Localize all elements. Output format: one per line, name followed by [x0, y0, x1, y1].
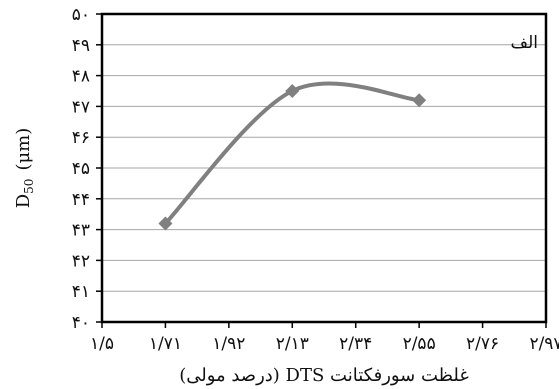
- x-tick-label: ۱/۷۱: [149, 334, 182, 354]
- y-tick-label: ۴۹: [72, 36, 90, 56]
- y-axis-title-subscript: 50: [22, 179, 36, 194]
- x-tick-label: ۱/۵: [90, 334, 114, 354]
- x-axis-title: غلظت سورفکتانت DTS (درصد مولی): [179, 365, 469, 386]
- panel-label: الف: [510, 33, 538, 53]
- series-layer: [158, 81, 427, 231]
- y-tick-label: ۵۰: [72, 5, 90, 25]
- y-axis-title: D50 (μm): [13, 128, 36, 209]
- y-tick-label: ۴۵: [72, 159, 90, 179]
- x-tick-label: ۲/۷۶: [466, 334, 499, 354]
- y-tick-label: ۴۰: [72, 313, 90, 333]
- y-tick-label: ۴۴: [72, 190, 90, 210]
- gridlines: [102, 44, 546, 292]
- y-tick-label: ۴۱: [72, 282, 90, 302]
- y-tick-label: ۴۷: [72, 97, 90, 117]
- y-tick-label: ۴۳: [72, 221, 90, 241]
- y-axis-title-unit: (μm): [13, 128, 34, 171]
- y-tick-label: ۴۲: [72, 251, 90, 271]
- data-point: [285, 84, 300, 98]
- x-tick-labels: ۱/۵ ۱/۷۱ ۱/۹۲ ۲/۱۳ ۲/۳۴ ۲/۵۵ ۲/۷۶ ۲/۹۷: [90, 322, 559, 354]
- series-line: [163, 81, 422, 226]
- data-point: [158, 216, 173, 231]
- y-tick-label: ۴۸: [72, 67, 90, 87]
- data-point: [412, 93, 427, 108]
- x-tick-label: ۲/۱۳: [276, 334, 309, 354]
- x-tick-label: ۲/۳۴: [339, 334, 372, 354]
- y-axis-title-main: D: [13, 194, 34, 208]
- y-tick-label: ۴۶: [72, 128, 90, 148]
- x-tick-label: ۱/۹۲: [212, 334, 245, 354]
- y-tick-labels: ۴۰ ۴۱ ۴۲ ۴۳ ۴۴ ۴۵ ۴۶ ۴۷ ۴۸ ۴۹ ۵۰: [72, 5, 102, 333]
- x-tick-label: ۲/۹۷: [529, 334, 559, 354]
- x-tick-label: ۲/۵۵: [403, 334, 436, 354]
